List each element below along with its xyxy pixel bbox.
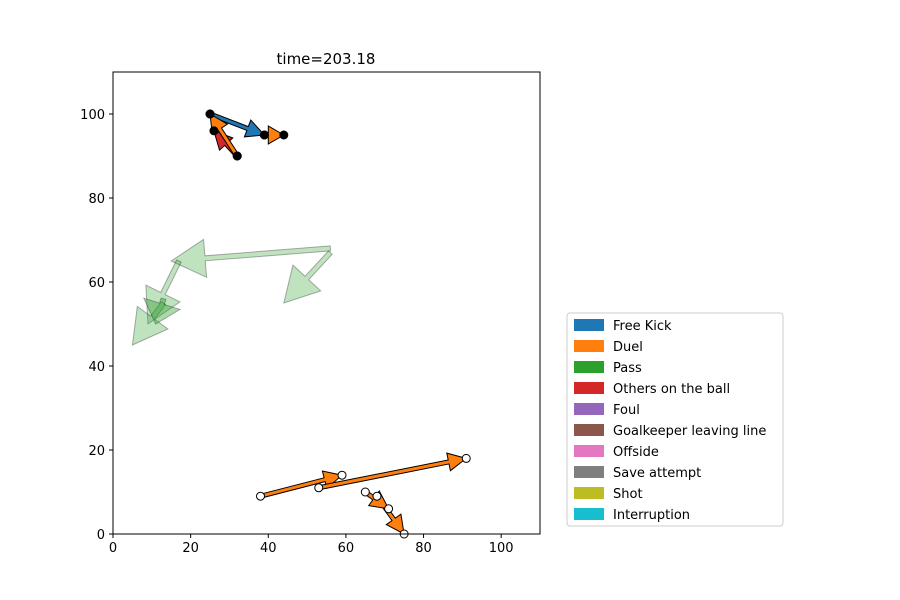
- legend-label: Others on the ball: [613, 382, 730, 397]
- legend-label: Offside: [613, 445, 659, 460]
- chart-title: time=203.18: [277, 50, 376, 68]
- x-axis: 0 20 40 60 80 100: [109, 534, 514, 556]
- event-point: [461, 453, 471, 463]
- legend-swatch: [574, 424, 604, 436]
- y-tick-label: 100: [80, 108, 105, 123]
- event-point: [205, 109, 215, 119]
- x-tick-label: 80: [415, 541, 432, 556]
- legend-label: Pass: [613, 361, 642, 376]
- event-point: [259, 130, 269, 140]
- y-tick-label: 0: [97, 528, 105, 543]
- legend-frame: [566, 312, 784, 527]
- legend-label: Duel: [613, 340, 643, 355]
- y-tick-label: 60: [88, 276, 105, 291]
- event-arrow: [131, 300, 169, 346]
- legend-swatch: [574, 508, 604, 520]
- legend-label: Free Kick: [613, 319, 672, 334]
- x-tick-label: 100: [489, 541, 514, 556]
- event-arrow: [317, 452, 468, 491]
- legend-swatch: [574, 487, 604, 499]
- event-point: [314, 483, 324, 493]
- legend-label: Save attempt: [613, 466, 701, 481]
- event-point: [337, 470, 347, 480]
- event-point: [384, 504, 394, 514]
- event-point: [360, 487, 370, 497]
- event-arrow: [208, 111, 266, 138]
- event-arrow: [142, 297, 182, 325]
- arrow-layer: [131, 111, 468, 535]
- legend-label: Goalkeeper leaving line: [613, 424, 766, 439]
- y-axis: 0 20 40 60 80 100: [80, 108, 113, 543]
- legend-swatch: [574, 445, 604, 457]
- y-tick-label: 40: [88, 360, 105, 375]
- y-tick-label: 20: [88, 444, 105, 459]
- event-arrow: [259, 470, 344, 499]
- x-tick-label: 60: [338, 541, 355, 556]
- event-arrow: [145, 259, 182, 325]
- marker-layer: [205, 109, 471, 539]
- legend-swatch: [574, 466, 604, 478]
- legend-swatch: [574, 382, 604, 394]
- legend-swatch: [574, 340, 604, 352]
- event-point: [279, 130, 289, 140]
- plot-frame: [112, 71, 541, 535]
- legend: Free Kick Duel Pass Others on the ball Foul G…: [566, 312, 784, 527]
- event-point: [209, 126, 219, 136]
- event-arrow: [170, 238, 332, 279]
- event-arrow: [283, 250, 333, 304]
- event-point: [256, 491, 266, 501]
- legend-label: Foul: [613, 403, 640, 418]
- legend-swatch: [574, 403, 604, 415]
- y-tick-label: 80: [88, 192, 105, 207]
- x-tick-label: 40: [260, 541, 277, 556]
- event-arrow: [209, 113, 240, 158]
- legend-swatch: [574, 319, 604, 331]
- event-point: [232, 151, 242, 161]
- legend-entries: Free Kick Duel Pass Others on the ball Foul G…: [574, 319, 766, 523]
- x-tick-label: 20: [182, 541, 199, 556]
- legend-label: Interruption: [613, 508, 690, 523]
- legend-label: Shot: [613, 487, 643, 502]
- event-point: [372, 491, 382, 501]
- x-tick-label: 0: [109, 541, 117, 556]
- legend-swatch: [574, 361, 604, 373]
